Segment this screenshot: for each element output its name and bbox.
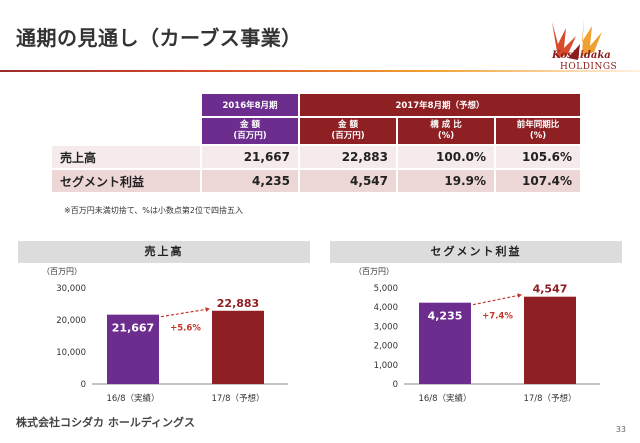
- y-tick-label: 10,000: [56, 348, 86, 358]
- y-tick-label: 3,000: [374, 322, 398, 332]
- y-tick-label: 0: [81, 380, 86, 390]
- growth-arrow-line: [160, 308, 211, 318]
- growth-arrow-head-icon: [517, 293, 522, 298]
- growth-label: +5.6%: [170, 324, 201, 334]
- chart-title-sales: 売上高: [18, 241, 310, 263]
- cell-value: 107.4%: [496, 170, 580, 192]
- data-label: 22,883: [217, 297, 259, 310]
- header-2017: 2017年8月期（予想）: [300, 94, 580, 116]
- profit-bar-chart: （百万円） 0 1,000 2,000 3,000 4,000 5,000 16/8（実績） 1…: [354, 267, 600, 404]
- chart-title-profit: セグメント利益: [330, 241, 622, 263]
- y-tick-label: 0: [393, 380, 398, 390]
- x-tick-label: 16/8（実績）: [106, 393, 159, 404]
- logo-sub: HOLDINGS: [560, 62, 618, 72]
- sub-amount-2017: 金 額 (百万円): [300, 118, 396, 144]
- page-number: 33: [615, 425, 626, 434]
- cell-value: 100.0%: [398, 146, 494, 168]
- cell-value: 22,883: [300, 146, 396, 168]
- y-axis-label: （百万円）: [354, 267, 394, 276]
- data-label: 21,667: [112, 322, 154, 335]
- cell-value: 4,547: [300, 170, 396, 192]
- y-tick-label: 2,000: [374, 342, 398, 352]
- y-tick-label: 5,000: [374, 284, 398, 294]
- footer-company: 株式会社コシダカ ホールディングス: [16, 416, 196, 429]
- row-label: セグメント利益: [52, 170, 200, 192]
- growth-arrow-line: [472, 294, 523, 306]
- row-label: 売上高: [52, 146, 200, 168]
- table-row: 売上高 21,667 22,883 100.0% 105.6%: [52, 146, 580, 168]
- data-label: 4,235: [428, 310, 463, 323]
- title-underline: [0, 70, 640, 72]
- y-tick-label: 4,000: [374, 303, 398, 313]
- x-tick-label: 16/8（実績）: [418, 393, 471, 404]
- cell-value: 105.6%: [496, 146, 580, 168]
- x-tick-label: 17/8（予想）: [523, 393, 576, 404]
- bar: [419, 302, 471, 384]
- table-row: セグメント利益 4,235 4,547 19.9% 107.4%: [52, 170, 580, 192]
- y-tick-label: 20,000: [56, 316, 86, 326]
- header-2016: 2016年8月期: [202, 94, 298, 116]
- bar: [107, 314, 159, 384]
- growth-label: +7.4%: [482, 312, 513, 322]
- financial-table: 2016年8月期 2017年8月期（予想） 金 額 (百万円) 金 額 (百万円) …: [50, 92, 582, 194]
- cell-value: 19.9%: [398, 170, 494, 192]
- bar: [212, 310, 264, 384]
- growth-arrow-head-icon: [205, 307, 210, 312]
- sub-amount-2016: 金 額 (百万円): [202, 118, 298, 144]
- page-title: 通期の見通し（カーブス事業）: [16, 26, 302, 50]
- y-axis-label: （百万円）: [42, 267, 82, 276]
- y-tick-label: 1,000: [374, 361, 398, 371]
- cell-value: 4,235: [202, 170, 298, 192]
- footnote: ※百万円未満切捨て、%は小数点第2位で四捨五入: [64, 206, 243, 215]
- sub-yoy: 前年同期比 (%): [496, 118, 580, 144]
- koshidaka-logo-icon: [552, 18, 602, 60]
- x-tick-label: 17/8（予想）: [211, 393, 264, 404]
- cell-value: 21,667: [202, 146, 298, 168]
- sub-ratio: 構 成 比 (%): [398, 118, 494, 144]
- sales-bar-chart: （百万円） 0 10,000 20,000 30,000 16/8（実績） 17/8（予想）…: [42, 267, 288, 404]
- bar: [524, 296, 576, 384]
- logo-brand: Koshidaka: [552, 50, 611, 61]
- y-tick-label: 30,000: [56, 284, 86, 294]
- data-label: 4,547: [533, 283, 568, 296]
